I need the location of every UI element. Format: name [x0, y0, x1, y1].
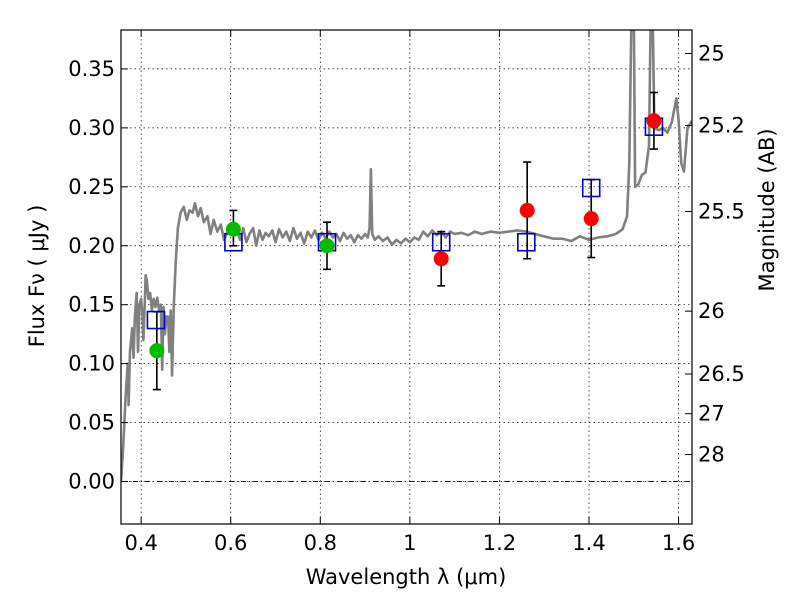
y-tick-label: 0.00	[68, 470, 115, 494]
magnitude-tick-label: 25.5	[698, 199, 745, 223]
y-tick-label: 0.35	[68, 57, 115, 81]
x-axis-label: Wavelength λ (μm)	[306, 565, 507, 589]
y-tick-label: 0.05	[68, 411, 115, 435]
x-tick-label: 1	[403, 531, 416, 555]
y-axis-ticks: 0.00 0.05 0.10 0.15 0.20 0.25 0.30 0.35	[68, 57, 128, 494]
magnitude-tick-label: 26.5	[698, 362, 745, 386]
optical-photometry-point	[319, 238, 335, 254]
error-bars	[152, 91, 658, 391]
magnitude-axis-label: Magnitude (AB)	[755, 128, 779, 291]
magnitude-tick-label: 25	[698, 41, 725, 65]
y-tick-label: 0.10	[68, 352, 115, 376]
plot-frame	[120, 29, 693, 525]
magnitude-tick-label: 27	[698, 402, 725, 426]
x-tick-label: 0.6	[214, 531, 247, 555]
model-photometry-square	[516, 232, 536, 252]
magnitude-tick-label: 28	[698, 443, 725, 467]
grid	[121, 30, 692, 524]
model-photometry-series	[146, 117, 664, 330]
x-tick-label: 1.2	[483, 531, 516, 555]
nir-photometry-point	[583, 211, 599, 227]
nir-photometry-point	[433, 251, 449, 267]
magnitude-axis-ticks: 25 25.2 25.5 26 26.5 27 28	[685, 41, 745, 467]
x-tick-label: 1.4	[572, 531, 605, 555]
x-axis-ticks: 0.4 0.6 0.8 1 1.2 1.4 1.6	[124, 30, 695, 555]
observed-photometry-series	[149, 113, 662, 359]
y-tick-label: 0.30	[68, 116, 115, 140]
model-photometry-square	[146, 310, 166, 330]
x-tick-label: 1.6	[662, 531, 695, 555]
magnitude-tick-label: 25.2	[698, 114, 745, 138]
y-axis-label: Flux Fν ( μJy )	[25, 205, 49, 348]
nir-photometry-point	[519, 202, 535, 218]
model-spectrum-series	[121, 30, 692, 482]
x-tick-label: 0.8	[304, 531, 337, 555]
optical-photometry-point	[149, 343, 165, 359]
y-tick-label: 0.15	[68, 293, 115, 317]
x-tick-label: 0.4	[124, 531, 157, 555]
optical-photometry-point	[225, 221, 241, 237]
nir-photometry-point	[646, 113, 662, 129]
y-tick-label: 0.25	[68, 175, 115, 199]
model-photometry-square	[431, 232, 451, 252]
y-tick-label: 0.20	[68, 234, 115, 258]
magnitude-tick-label: 26	[698, 299, 725, 323]
model-spectrum-line	[121, 30, 692, 482]
model-photometry-square	[581, 178, 601, 198]
